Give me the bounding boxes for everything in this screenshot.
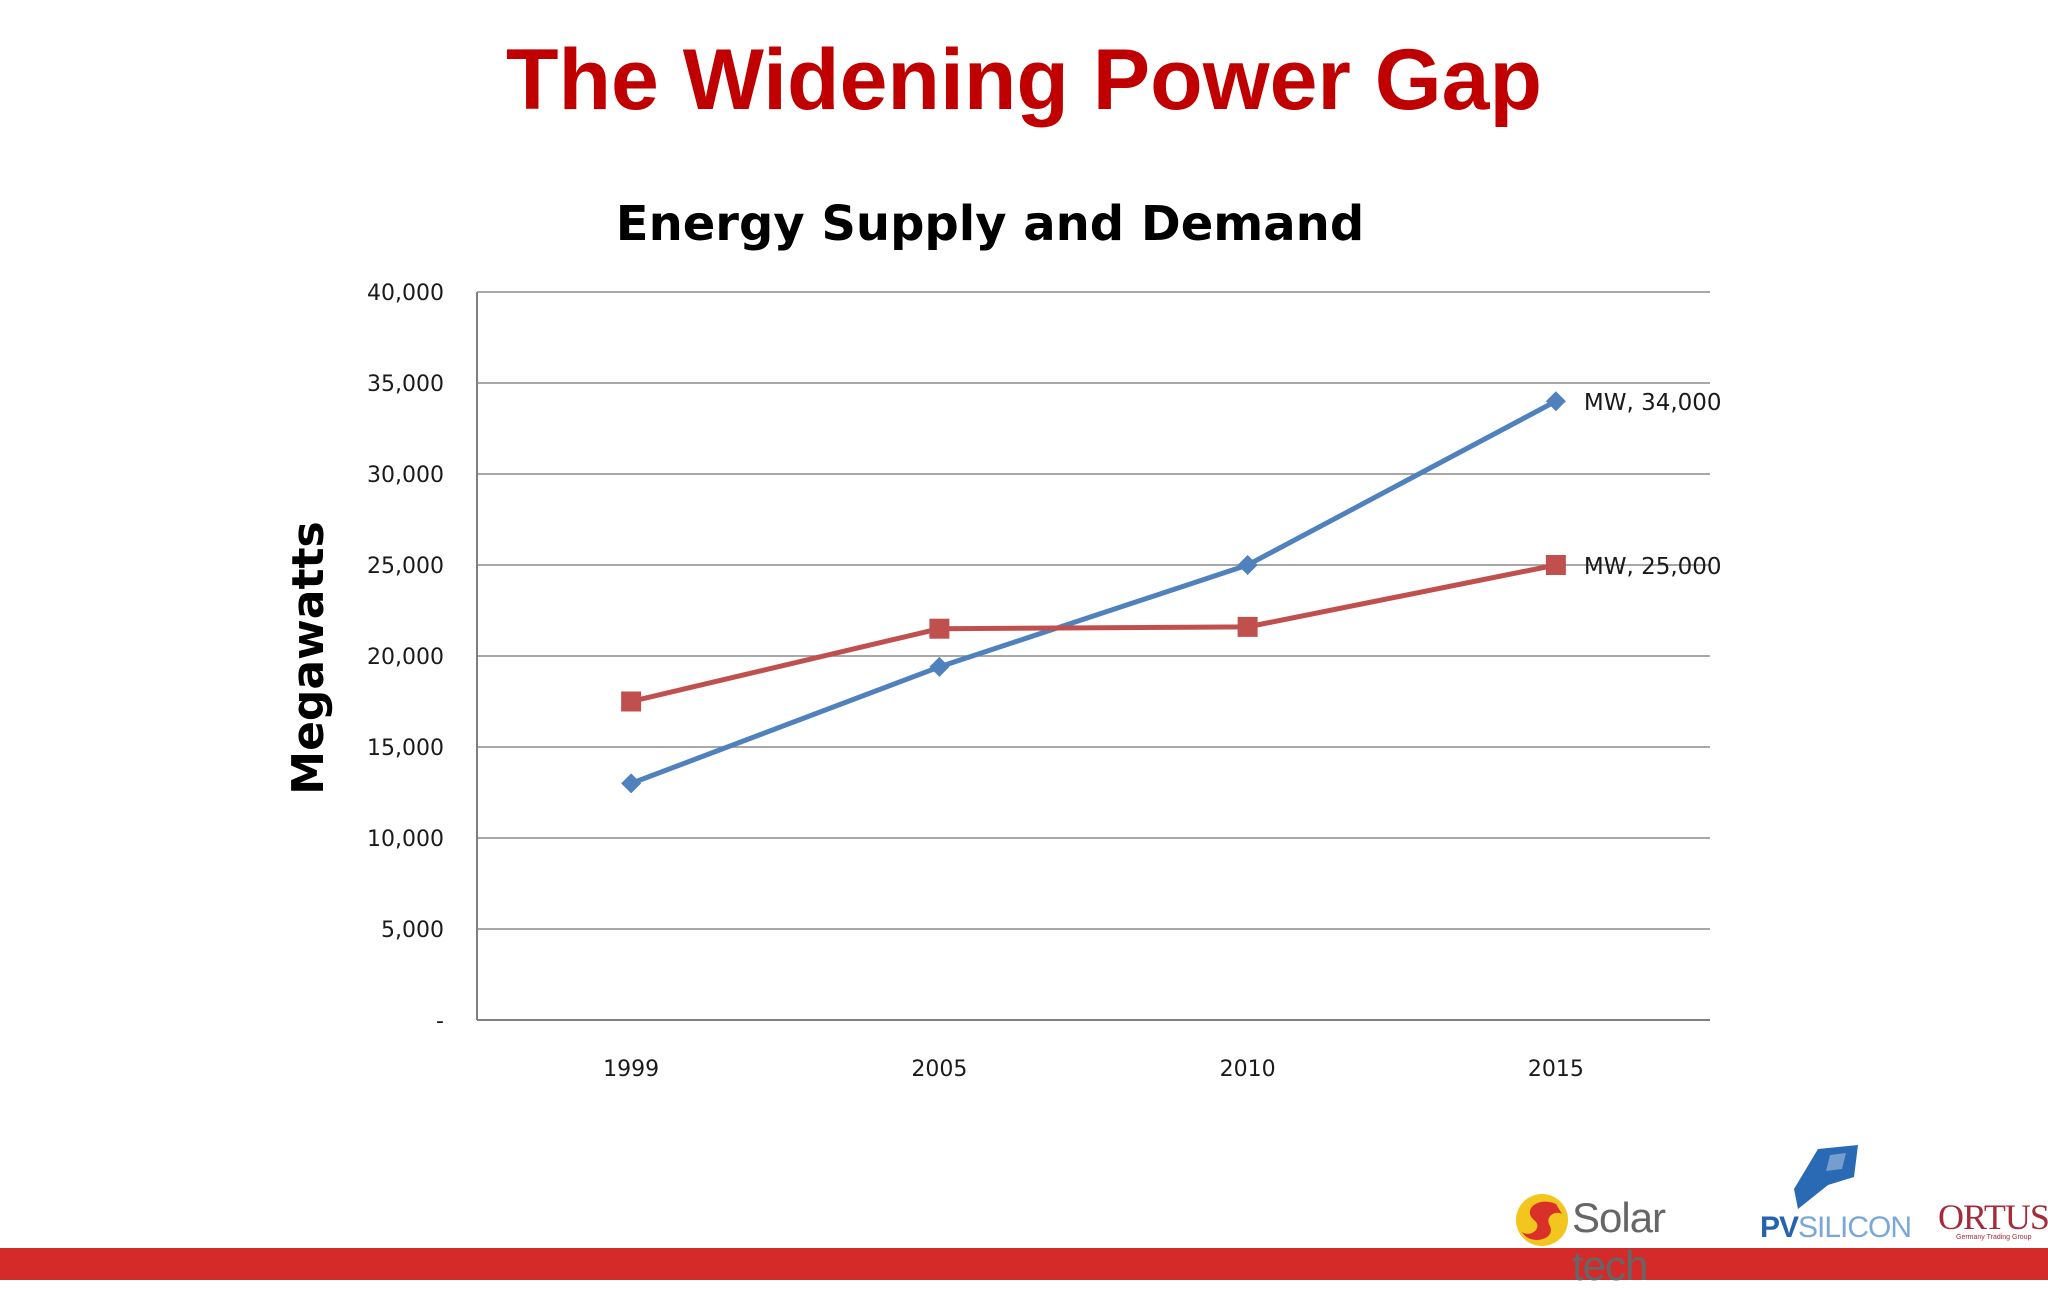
pvsilicon-text-silicon: SILICON	[1798, 1211, 1912, 1244]
chart-title: Energy Supply and Demand	[616, 196, 1364, 252]
series-line	[630, 398, 1558, 786]
y-tick-label: 35,000	[367, 372, 444, 397]
ortus-logo-text: ORTUS	[1938, 1197, 2048, 1237]
y-tick-label: 25,000	[367, 554, 444, 579]
data-point	[1545, 391, 1566, 412]
data-point	[621, 773, 642, 794]
y-tick-label: 15,000	[367, 736, 444, 761]
x-tick-label: 2005	[911, 1057, 967, 1082]
series-1: MW, 34,000	[621, 390, 1722, 794]
y-tick-label: 10,000	[367, 827, 444, 852]
y-tick-label: 30,000	[367, 463, 444, 488]
data-point	[1545, 555, 1566, 575]
y-tick-labels: - 5,000 10,000 15,000 20,000 25,000 30,000 35,0…	[367, 281, 444, 1034]
x-tick-label: 1999	[603, 1057, 659, 1082]
data-point	[929, 618, 950, 639]
footer-bar	[0, 1248, 2048, 1280]
y-tick-label: -	[436, 1009, 444, 1034]
x-tick-labels: 1999 2005 2010 2015	[603, 1057, 1584, 1082]
slide-title: The Widening Power Gap	[505, 32, 1543, 128]
data-point	[929, 656, 950, 677]
y-tick-label: 20,000	[367, 645, 444, 670]
solartech-logo-text: Solar tech	[1572, 1194, 1666, 1289]
data-point	[1237, 616, 1258, 637]
x-tick-label: 2010	[1220, 1057, 1276, 1082]
y-axis-title: Megawatts	[283, 521, 334, 794]
ortus-logo: ORTUS Germany Trading Group	[1932, 1196, 2048, 1248]
series-line	[630, 562, 1557, 704]
line-chart: Energy Supply and Demand Megawatts - 5,00…	[283, 196, 1722, 1082]
solartech-swirl-icon	[1516, 1194, 1568, 1246]
gridlines	[476, 291, 1710, 1021]
pvsilicon-logo: PVSILICON	[1758, 1145, 1912, 1245]
y-tick-label: 5,000	[381, 918, 444, 943]
pvsilicon-text-pv: PV	[1760, 1211, 1799, 1244]
y-tick-label: 40,000	[367, 281, 444, 306]
data-point	[621, 691, 642, 712]
pvsilicon-logo-text: PVSILICON	[1760, 1211, 1912, 1245]
pvsilicon-panel-icon	[1794, 1145, 1858, 1209]
solartech-logo: Solar tech	[1512, 1188, 1722, 1289]
series-2: MW, 25,000	[621, 554, 1722, 712]
data-label: MW, 25,000	[1584, 554, 1722, 580]
data-point	[1237, 555, 1258, 575]
series: MW, 34,000 MW, 25,000	[621, 390, 1722, 794]
data-label: MW, 34,000	[1584, 390, 1722, 416]
ortus-tagline: Germany Trading Group	[1956, 1234, 2032, 1241]
x-tick-label: 2015	[1528, 1057, 1584, 1082]
